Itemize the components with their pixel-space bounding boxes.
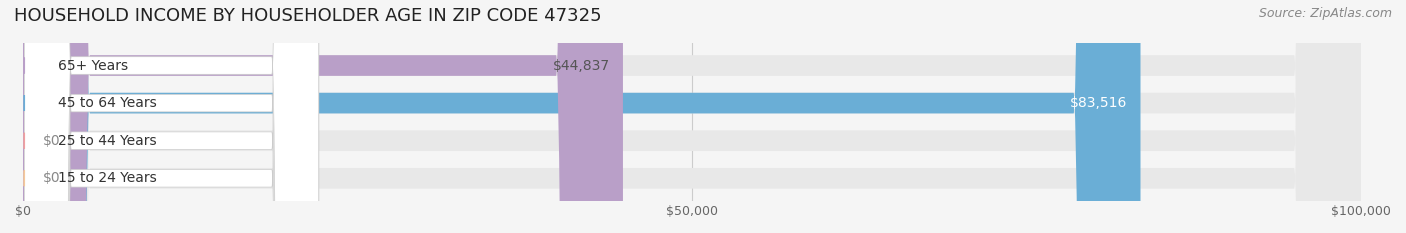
Text: 25 to 44 Years: 25 to 44 Years — [58, 134, 156, 148]
FancyBboxPatch shape — [22, 0, 1361, 233]
Text: HOUSEHOLD INCOME BY HOUSEHOLDER AGE IN ZIP CODE 47325: HOUSEHOLD INCOME BY HOUSEHOLDER AGE IN Z… — [14, 7, 602, 25]
Text: 15 to 24 Years: 15 to 24 Years — [58, 171, 156, 185]
Text: $0: $0 — [44, 134, 60, 148]
Text: $44,837: $44,837 — [553, 58, 610, 72]
FancyBboxPatch shape — [24, 0, 319, 233]
FancyBboxPatch shape — [24, 0, 319, 233]
FancyBboxPatch shape — [24, 0, 319, 233]
FancyBboxPatch shape — [24, 0, 319, 233]
Text: 65+ Years: 65+ Years — [58, 58, 128, 72]
FancyBboxPatch shape — [22, 0, 623, 233]
Text: Source: ZipAtlas.com: Source: ZipAtlas.com — [1258, 7, 1392, 20]
FancyBboxPatch shape — [22, 0, 1361, 233]
FancyBboxPatch shape — [22, 0, 1361, 233]
Text: $83,516: $83,516 — [1070, 96, 1128, 110]
FancyBboxPatch shape — [22, 0, 1361, 233]
FancyBboxPatch shape — [22, 0, 1140, 233]
Text: $0: $0 — [44, 171, 60, 185]
Text: 45 to 64 Years: 45 to 64 Years — [58, 96, 156, 110]
